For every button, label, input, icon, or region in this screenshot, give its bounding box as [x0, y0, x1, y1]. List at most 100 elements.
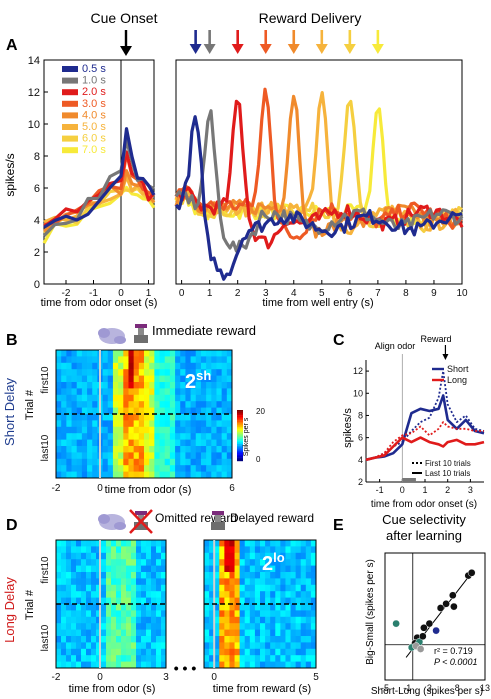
heat-cell [175, 414, 181, 421]
heat-cell [161, 655, 167, 662]
heat-cell [61, 610, 67, 618]
y-tick-label: 8 [358, 410, 363, 420]
heat-cell [136, 623, 142, 630]
heat-cell [102, 465, 109, 472]
heat-cell [133, 465, 140, 472]
heat-cell [195, 350, 202, 357]
heat-cell [285, 604, 291, 611]
heat-cell [121, 610, 127, 618]
heat-cell [133, 407, 140, 415]
heat-cell [66, 420, 72, 428]
heat-cell [56, 426, 62, 434]
heat-cell [219, 623, 225, 630]
heat-cell [146, 578, 152, 586]
heat-cell [107, 452, 114, 460]
heat-cell [106, 629, 112, 637]
heat-cell [229, 546, 235, 554]
heat-cell [224, 623, 230, 630]
heat-cell [76, 661, 82, 669]
heat-cell [56, 610, 62, 618]
heat-cell [107, 369, 114, 376]
heat-cell [76, 591, 82, 598]
heat-cell [61, 375, 67, 383]
heat-cell [146, 661, 152, 669]
heat-cell [280, 604, 286, 611]
heat-cell [149, 426, 155, 434]
heat-cell [81, 616, 87, 624]
heat-cell [92, 356, 98, 364]
heat-cell [151, 648, 157, 656]
heat-cell [290, 604, 297, 611]
heat-cell [169, 465, 176, 472]
heat-cell [310, 636, 317, 643]
heat-cell [224, 604, 230, 611]
heat-cell [87, 471, 93, 479]
heat-cell [234, 559, 241, 566]
heat-cell [200, 433, 207, 440]
heat-cell [149, 407, 155, 415]
heat-cell [234, 604, 241, 611]
heat-cell [136, 565, 142, 573]
heat-cell [185, 458, 191, 466]
heat-cell [290, 572, 297, 579]
heat-cell [310, 584, 317, 592]
heat-cell [149, 439, 155, 447]
heat-cell [107, 401, 114, 408]
heat-cell [92, 414, 98, 421]
heat-cell [159, 439, 166, 447]
heat-cell [107, 375, 114, 383]
heat-cell [164, 458, 171, 466]
heat-cell [76, 439, 83, 447]
heat-cell [265, 591, 271, 598]
heat-cell [221, 369, 228, 376]
heat-cell [86, 610, 92, 618]
heat-cell [154, 465, 160, 472]
heat-cell [204, 655, 210, 662]
heat-cell [61, 661, 67, 669]
y-tick-label: 4 [34, 215, 40, 227]
heat-cell [111, 661, 117, 669]
heat-cell [61, 407, 67, 415]
heat-cell [219, 578, 225, 586]
heat-cell [128, 394, 135, 402]
heat-cell [118, 465, 124, 472]
heat-cell [169, 446, 176, 453]
heat-cell [285, 552, 291, 560]
heat-cell [91, 648, 97, 656]
heat-cell [260, 540, 266, 547]
heat-cell [156, 591, 162, 598]
heat-cell [249, 565, 256, 573]
heat-cell [126, 591, 132, 598]
heat-cell [96, 616, 102, 624]
heat-cell [275, 584, 281, 592]
heat-cell [211, 394, 217, 402]
heat-cell [71, 356, 78, 364]
heat-cell [121, 572, 127, 579]
heat-cell [128, 350, 135, 357]
heat-cell [216, 420, 223, 428]
heat-cell [86, 584, 92, 592]
heat-cell [244, 610, 251, 618]
heat-cell [175, 375, 181, 383]
heat-cell [260, 610, 266, 618]
heat-cell [61, 629, 67, 637]
heat-cell [144, 446, 150, 453]
heat-cell [61, 362, 67, 370]
heat-cell [56, 604, 62, 611]
legend-label: Last 10 trials [425, 469, 470, 478]
heat-cell [136, 642, 142, 650]
heat-cell [180, 407, 186, 415]
heat-cell [190, 407, 197, 415]
heat-cell [164, 471, 171, 479]
heat-cell [86, 661, 92, 669]
heat-cell [91, 661, 97, 669]
heat-cell [66, 446, 72, 453]
scatter-point [467, 568, 476, 577]
heat-cell [275, 655, 281, 662]
heat-cell [133, 452, 140, 460]
heat-cell [295, 584, 302, 592]
heat-cell [76, 407, 83, 415]
heat-cell [71, 401, 78, 408]
heat-cell [102, 362, 109, 370]
heat-cell [61, 350, 67, 357]
